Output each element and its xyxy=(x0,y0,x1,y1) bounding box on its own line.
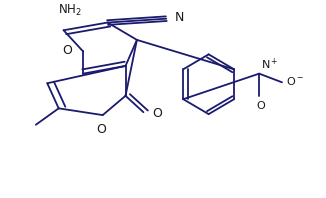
Text: O: O xyxy=(96,123,106,136)
Text: N$^+$: N$^+$ xyxy=(261,57,278,72)
Text: O: O xyxy=(62,44,72,57)
Text: O$^-$: O$^-$ xyxy=(286,75,304,87)
Text: O: O xyxy=(257,101,265,111)
Text: N: N xyxy=(174,11,184,24)
Text: NH$_2$: NH$_2$ xyxy=(58,3,82,18)
Text: O: O xyxy=(153,107,162,120)
